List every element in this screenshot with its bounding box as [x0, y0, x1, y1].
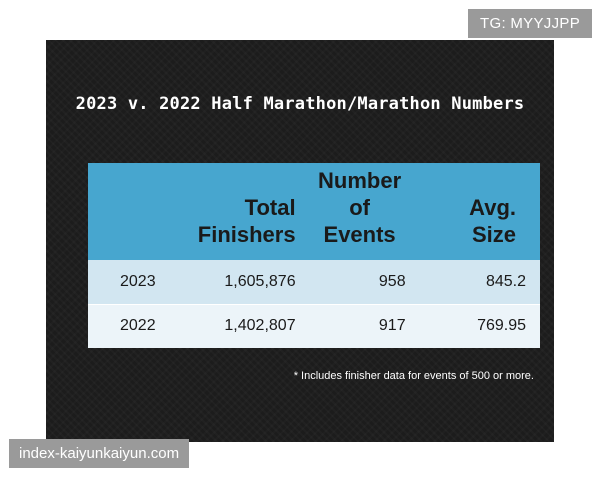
- number-of-events-cell: 958: [299, 260, 420, 305]
- footnote: * Includes finisher data for events of 5…: [293, 370, 534, 382]
- total-finishers-cell: 1,402,807: [169, 304, 300, 348]
- header-line: Events: [323, 222, 396, 247]
- header-number-of-events: Number of Events: [299, 163, 420, 260]
- header-line: of: [349, 195, 370, 220]
- table-row: 2023 1,605,876 958 845.2: [88, 260, 540, 305]
- header-avg-size: Avg. Size: [419, 163, 540, 260]
- marathon-numbers-table: Total Finishers Number of Events Avg. Si…: [88, 163, 540, 348]
- header-total-finishers: Total Finishers: [169, 163, 300, 260]
- number-of-events-cell: 917: [299, 304, 420, 348]
- slide-title: 2023 v. 2022 Half Marathon/Marathon Numb…: [75, 94, 525, 114]
- watermark-bottom-badge: index-kaiyunkaiyun.com: [9, 439, 190, 468]
- year-cell: 2022: [88, 304, 170, 348]
- header-line: Number: [318, 168, 402, 193]
- header-line: Finishers: [197, 222, 296, 247]
- year-cell: 2023: [88, 260, 170, 305]
- header-line: Avg.: [469, 195, 516, 220]
- table-row: 2022 1,402,807 917 769.95: [88, 304, 540, 348]
- total-finishers-cell: 1,605,876: [169, 260, 300, 305]
- avg-size-cell: 845.2: [419, 260, 540, 305]
- table-header-row: Total Finishers Number of Events Avg. Si…: [88, 163, 540, 260]
- watermark-top-badge: TG: MYYJJPP: [468, 9, 592, 38]
- avg-size-cell: 769.95: [419, 304, 540, 348]
- presentation-slide: 2023 v. 2022 Half Marathon/Marathon Numb…: [46, 40, 554, 442]
- header-line: Total: [244, 195, 296, 220]
- header-line: Size: [471, 222, 516, 247]
- header-year-cell: [88, 163, 170, 260]
